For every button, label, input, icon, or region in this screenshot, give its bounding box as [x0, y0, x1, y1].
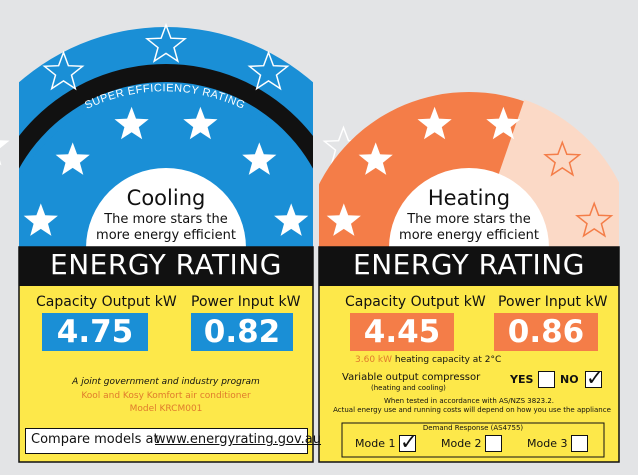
mode-2-checkbox[interactable] — [485, 435, 502, 452]
cooling-star-5 — [242, 142, 277, 175]
program-note: A joint government and industry program — [72, 377, 260, 387]
heating-subtitle-2: more energy efficient — [399, 228, 539, 243]
mode-3-label: Mode 3 — [527, 437, 568, 450]
heating-star-3 — [417, 106, 452, 140]
cooling-energy-rating: ENERGY RATING — [50, 248, 282, 281]
heating-star-5 — [543, 140, 582, 177]
heating-power-label: Power Input kW — [498, 294, 608, 310]
cooling-power-value: 0.82 — [191, 313, 293, 351]
mode-3-checkbox[interactable] — [571, 435, 588, 452]
compare-url-link[interactable]: www.energyrating.gov.au — [155, 432, 322, 447]
heating-capacity-note: 3.60 kW heating capacity at 2°C — [355, 355, 501, 365]
mode-1-label: Mode 1 — [355, 437, 396, 450]
mode-1-checkmark-icon: ✓ — [400, 430, 418, 454]
model-line-1: Kool and Kosy Komfort air conditioner — [81, 391, 251, 401]
super-star-3 — [144, 22, 188, 63]
heating-energy-rating: ENERGY RATING — [353, 248, 585, 281]
compare-label: Compare models at — [31, 432, 159, 447]
cooling-star-row — [23, 106, 309, 236]
cooling-star-2 — [55, 142, 90, 175]
heating-capacity-label: Capacity Output kW — [345, 294, 486, 310]
cooling-energy-bar — [19, 247, 313, 286]
super-star-4 — [247, 50, 290, 91]
heating-star-1 — [326, 203, 361, 236]
heating-note-value: 3.60 kW — [355, 355, 393, 365]
cooling-inner-circle — [86, 168, 246, 248]
no-checkbox[interactable] — [585, 371, 602, 388]
heating-star-6 — [575, 201, 614, 238]
cooling-capacity-label: Capacity Output kW — [36, 294, 177, 310]
heating-title: Heating — [427, 186, 511, 210]
mode-1-checkbox[interactable] — [399, 435, 416, 452]
heating-star-2 — [358, 142, 393, 175]
no-checkmark-icon: ✓ — [586, 366, 604, 390]
yes-label: YES — [510, 373, 534, 386]
heating-star-row — [326, 106, 614, 238]
heating-inner-circle — [389, 168, 549, 248]
demand-response-box — [341, 422, 605, 458]
cooling-capacity-value: 4.75 — [42, 313, 148, 351]
demand-response-title: Demand Response (AS4755) — [422, 424, 524, 432]
super-efficiency-ribbon — [19, 64, 313, 169]
model-line-2: Model KRCM001 — [129, 404, 203, 414]
no-label: NO — [560, 373, 579, 386]
mode-2-label: Mode 2 — [441, 437, 482, 450]
heating-star-4 — [486, 106, 521, 140]
cooling-power-label: Power Input kW — [191, 294, 301, 310]
cooling-subtitle-1: The more stars the — [104, 212, 228, 227]
super-star-1 — [0, 140, 10, 166]
cooling-star-1 — [23, 203, 58, 236]
heating-subtitle-1: The more stars the — [407, 212, 531, 227]
cooling-title: Cooling — [126, 186, 206, 210]
yes-checkbox[interactable] — [538, 371, 555, 388]
heating-power-value: 0.86 — [494, 313, 598, 351]
heating-note-text: heating capacity at 2 — [394, 355, 491, 365]
compare-models-bar — [25, 428, 308, 454]
cooling-star-3 — [114, 106, 149, 140]
usage-note: Actual energy use and running costs will… — [333, 406, 611, 414]
compressor-sublabel: (heating and cooling) — [371, 384, 446, 392]
heating-energy-bar — [319, 247, 619, 286]
standard-note: When tested in accordance with AS/NZS 38… — [383, 397, 555, 405]
heating-capacity-value: 4.45 — [350, 313, 454, 351]
cooling-subtitle-2: more energy efficient — [96, 228, 236, 243]
heating-note-unit: °C — [490, 355, 502, 365]
compressor-label: Variable output compressor — [342, 372, 481, 383]
cooling-star-4 — [183, 106, 218, 140]
cooling-star-6 — [274, 203, 309, 236]
super-star-2 — [42, 50, 85, 91]
